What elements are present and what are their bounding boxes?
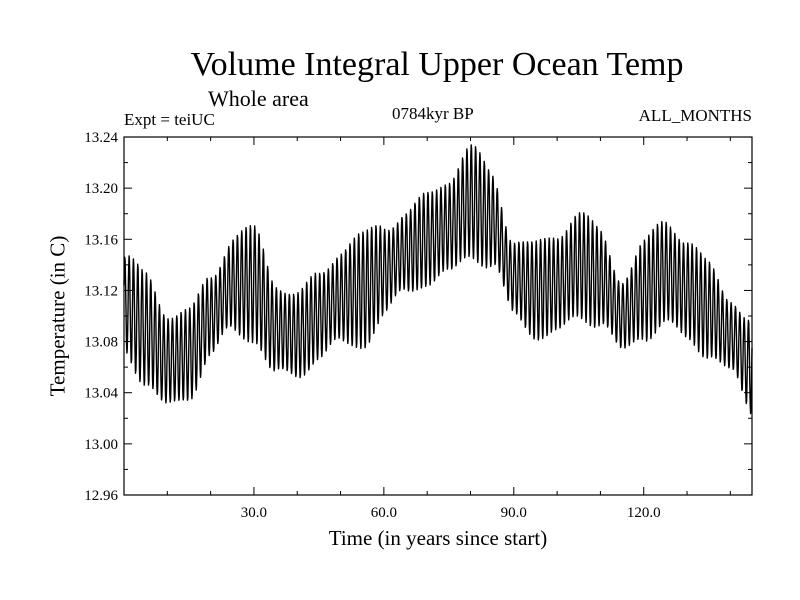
experiment-label: Expt = teiUC (124, 110, 215, 129)
temperature-series-line (123, 144, 753, 415)
x-tick-label: 90.0 (501, 505, 527, 521)
y-axis-ticks: 12.96 13.00 13.04 13.08 13.12 13.16 13.20 13.24 (84, 130, 752, 504)
months-label: ALL_MONTHS (638, 106, 752, 125)
x-axis-label: Time (in years since start) (328, 526, 548, 550)
chart-title: Volume Integral Upper Ocean Temp (190, 46, 684, 83)
chart-subtitle: Whole area (208, 86, 309, 111)
x-tick-label: 30.0 (241, 505, 267, 521)
x-axis-ticks: 30.0 60.0 90.0 120.0 (166, 137, 731, 521)
x-tick-label: 60.0 (371, 505, 397, 521)
period-label: 0784kyr BP (392, 104, 474, 123)
y-tick-label: 13.16 (84, 232, 118, 248)
y-tick-label: 13.08 (84, 335, 118, 351)
y-tick-label: 13.00 (84, 437, 118, 453)
x-tick-label: 120.0 (627, 505, 661, 521)
y-tick-label: 13.04 (84, 386, 118, 402)
y-tick-label: 12.96 (84, 488, 118, 504)
y-tick-label: 13.20 (84, 181, 118, 197)
y-tick-label: 13.24 (84, 130, 118, 146)
y-tick-label: 13.12 (84, 283, 118, 299)
